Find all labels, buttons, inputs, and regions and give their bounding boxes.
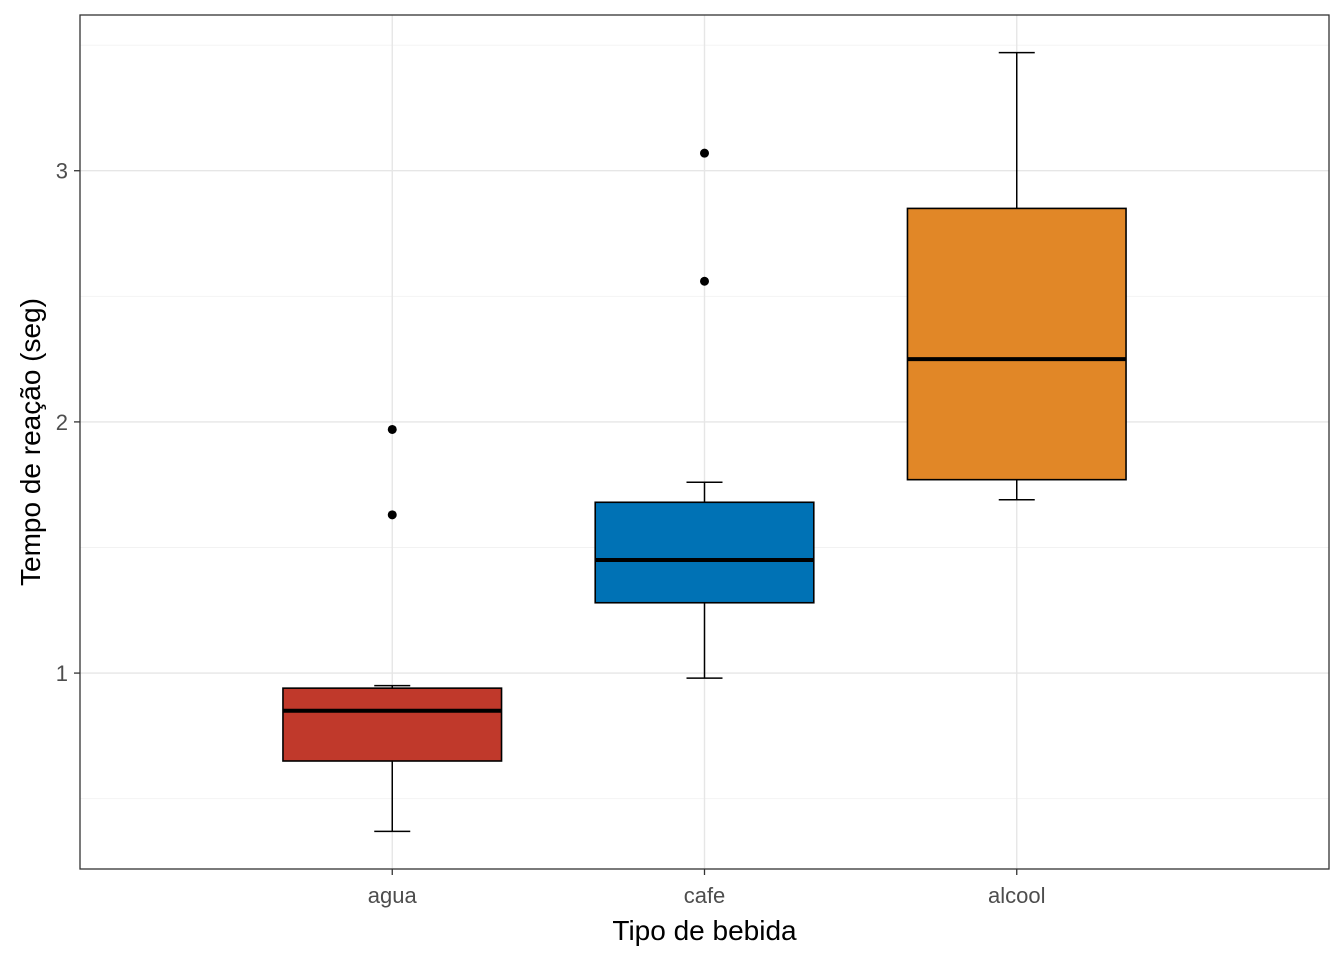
x-tick-label-alcool: alcool	[988, 883, 1045, 908]
outlier-point	[387, 510, 397, 520]
box-alcool	[906, 207, 1127, 481]
axes: 1 2 3 agua cafe alcool	[56, 159, 1046, 908]
x-tick-label-agua: agua	[368, 883, 418, 908]
box-cafe	[594, 501, 815, 604]
outlier-point	[700, 148, 709, 158]
y-tick-label: 3	[56, 159, 68, 184]
y-tick-label: 1	[56, 661, 68, 686]
y-axis-title: Tempo de reação (seg)	[15, 298, 46, 586]
boxes	[282, 51, 1127, 833]
box-group-agua	[282, 424, 503, 833]
outlier-point	[700, 276, 709, 286]
x-tick-label-cafe: cafe	[684, 883, 726, 908]
box-group-alcool	[906, 51, 1127, 501]
box-group-cafe	[594, 148, 815, 679]
x-axis-title: Tipo de bebida	[612, 915, 797, 946]
y-tick-label: 2	[56, 410, 68, 435]
outlier-point	[387, 424, 397, 434]
box-agua	[282, 687, 503, 762]
